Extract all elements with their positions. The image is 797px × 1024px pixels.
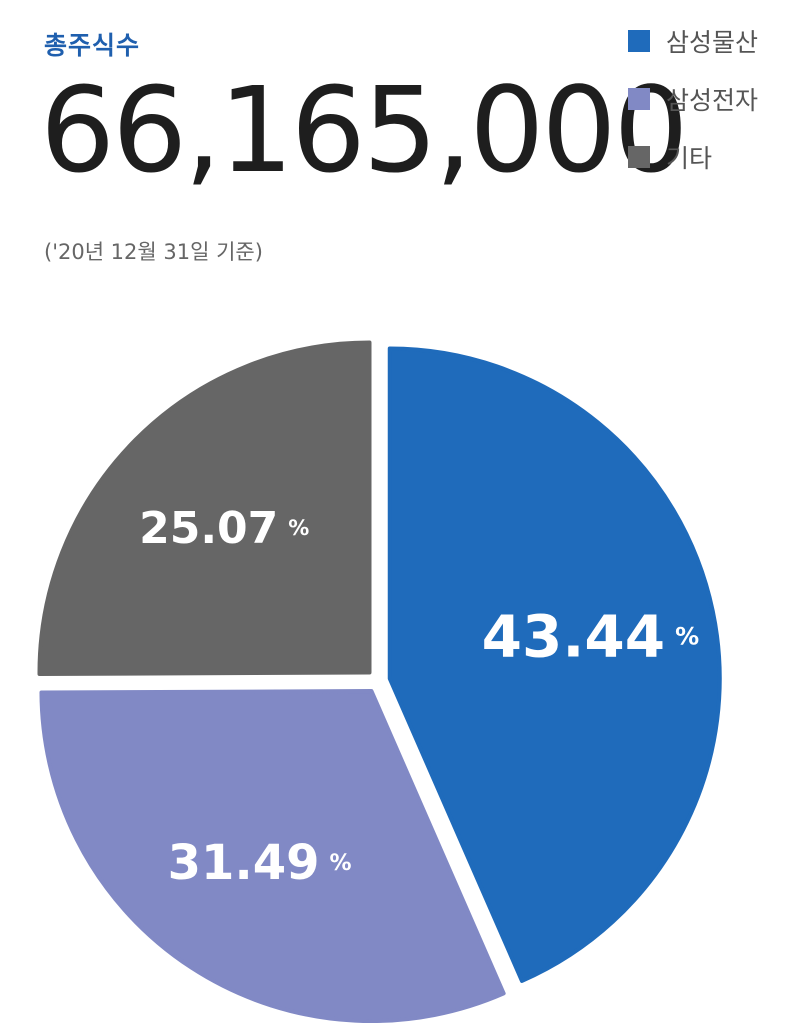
slice-unit: %	[329, 850, 351, 875]
legend-item-samsung-electronics: 삼성전자	[628, 84, 758, 115]
chart-legend: 삼성물산 삼성전자 기타	[628, 26, 758, 200]
slice-unit: %	[288, 516, 309, 540]
shareholding-pie-chart: 43.44 %31.49 %25.07%	[37, 340, 722, 1024]
total-shares-label: 총주식수	[44, 31, 141, 60]
legend-swatch	[628, 29, 650, 52]
legend-swatch	[628, 87, 650, 110]
date-note: ('20년 12월 31일 기준)	[44, 240, 263, 264]
legend-swatch	[628, 145, 650, 168]
slice-value: 43.44	[482, 603, 665, 671]
slice-label-samsung-ct: 43.44%	[482, 603, 700, 671]
slice-value: 31.49	[168, 835, 320, 891]
pie-slice-samsung-ct	[387, 346, 722, 983]
legend-label: 삼성전자	[666, 85, 759, 115]
pie-slice-samsung-electronics	[39, 689, 506, 1024]
legend-label: 기타	[666, 143, 713, 173]
total-shares-value: 66,165,000	[40, 61, 689, 199]
legend-item-samsung-ct: 삼성물산	[628, 26, 758, 57]
slice-label-samsung-electronics: 31.49%	[168, 835, 352, 891]
legend-label: 삼성물산	[666, 27, 759, 57]
pie-slice-others	[37, 340, 372, 676]
slice-unit: %	[675, 623, 699, 651]
legend-item-others: 기타	[628, 142, 758, 173]
slice-label-others: 25.07%	[139, 502, 309, 553]
slice-value: 25.07	[139, 502, 278, 553]
